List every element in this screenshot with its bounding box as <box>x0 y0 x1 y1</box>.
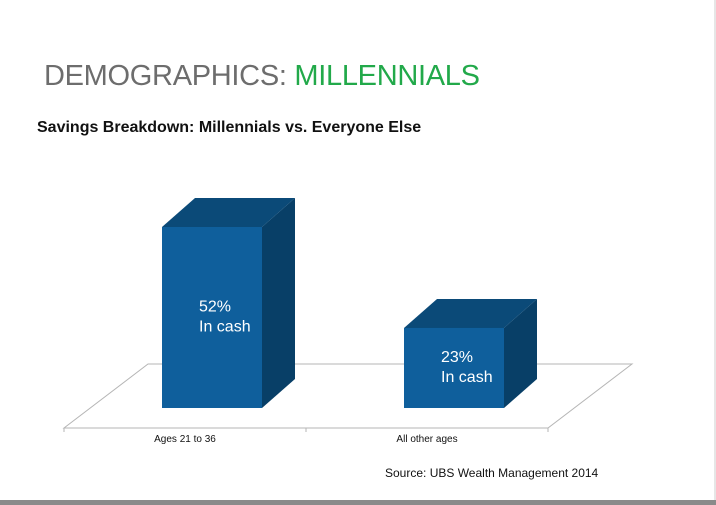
bar-side <box>262 198 295 408</box>
bar-side <box>504 298 537 408</box>
data-label-value: 23% <box>441 349 473 366</box>
data-label-value: 52% <box>199 299 231 316</box>
bar-1 <box>162 227 262 408</box>
source-note: Source: UBS Wealth Management 2014 <box>385 466 599 480</box>
bar-2 <box>404 327 504 408</box>
chart-floor <box>62 363 634 429</box>
title-accent: MILLENNIALS <box>294 60 480 92</box>
title-prefix: DEMOGRAPHICS: <box>44 60 295 92</box>
slide-edge-right <box>714 0 716 505</box>
slide-edge-bottom <box>0 500 716 505</box>
floor-plane <box>62 363 634 429</box>
bar-top <box>162 198 295 227</box>
category-label: All other ages <box>396 434 457 445</box>
chart-title: Savings Breakdown: Millennials vs. Every… <box>37 119 422 136</box>
bar-series <box>162 198 537 408</box>
data-label-caption: In cash <box>441 369 493 386</box>
category-axis: Ages 21 to 36 All other ages <box>63 428 549 445</box>
data-label-caption: In cash <box>199 319 251 336</box>
category-label: Ages 21 to 36 <box>154 434 216 445</box>
bar-top <box>404 298 537 328</box>
slide-title: DEMOGRAPHICS: MILLENNIALS <box>44 60 480 93</box>
data-labels: 52% In cash 23% In cash <box>199 299 493 386</box>
